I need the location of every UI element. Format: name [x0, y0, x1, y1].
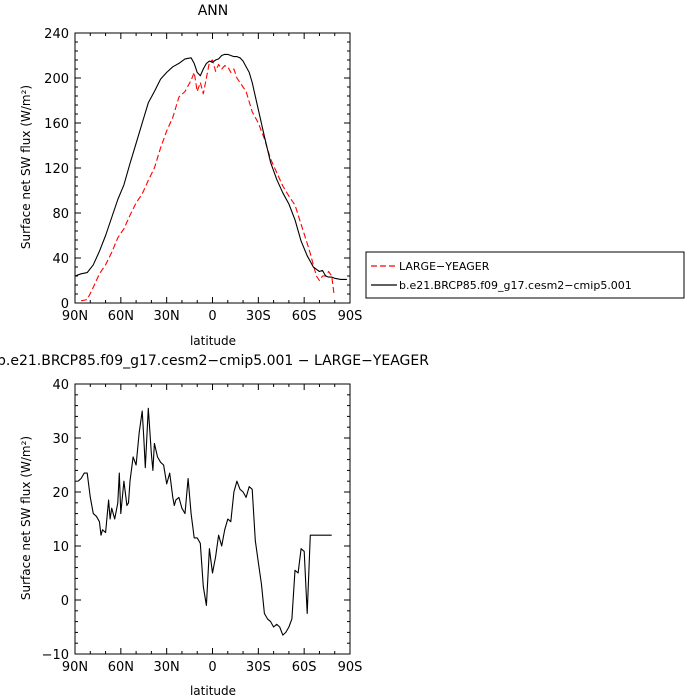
top-y-tick-label: 40 — [52, 252, 69, 267]
bottom-x-axis-label: latitude — [190, 684, 236, 698]
legend: LARGE−YEAGER b.e21.BRCP85.f09_g17.cesm2−… — [365, 251, 685, 299]
top-x-tick-label: 90S — [338, 309, 363, 324]
top-y-tick-label: 160 — [44, 117, 69, 132]
legend-box — [365, 251, 685, 299]
top-x-tick-label: 60N — [108, 309, 134, 324]
top-x-tick-label: 60S — [292, 309, 317, 324]
bottom-x-tick-label: 30S — [246, 660, 271, 675]
bottom-x-tick-label: 0 — [208, 660, 216, 675]
bottom-y-tick-label: 30 — [52, 432, 69, 447]
top-y-tick-label: 200 — [44, 72, 69, 87]
bottom-y-axis-label: Surface net SW flux (W/m²) — [19, 436, 33, 600]
bottom-x-tick-label: 30N — [154, 660, 180, 675]
top-x-tick-label: 30N — [154, 309, 180, 324]
bottom-x-tick-label: 60S — [292, 660, 317, 675]
top-y-axis-label: Surface net SW flux (W/m²) — [19, 85, 33, 249]
top-series-line-1 — [74, 53, 347, 280]
top-x-tick-label: 30S — [246, 309, 271, 324]
top-series-line-0 — [80, 59, 335, 302]
top-y-tick-label: 120 — [44, 162, 69, 177]
bottom-y-tick-label: 20 — [52, 486, 69, 501]
top-plot-frame — [74, 32, 351, 304]
top-panel: ANN 90N 60N 30N 0 30S 60S 90S 0 40 80 120 160 200 240… — [19, 3, 362, 348]
top-x-tick-label: 90N — [62, 309, 88, 324]
legend-label-large-yeager: LARGE−YEAGER — [399, 260, 490, 273]
bottom-x-tick-label: 90S — [338, 660, 363, 675]
legend-label-cesm2: b.e21.BRCP85.f09_g17.cesm2−cmip5.001 — [399, 279, 632, 292]
top-x-axis-label: latitude — [190, 334, 236, 348]
bottom-y-tick-label: −10 — [42, 648, 69, 663]
bottom-x-tick-label: 60N — [108, 660, 134, 675]
top-plot-area: 90N 60N 30N 0 30S 60S 90S 0 40 80 120 160 200 240 — [44, 27, 362, 324]
top-y-tick-label: 0 — [61, 297, 69, 312]
bottom-x-tick-label: 90N — [62, 660, 88, 675]
bottom-y-tick-label: 40 — [52, 378, 69, 393]
bottom-series-line-0 — [77, 407, 332, 636]
bottom-panel: b.e21.BRCP85.f09_g17.cesm2−cmip5.001 − L… — [0, 353, 429, 698]
bottom-chart-title: b.e21.BRCP85.f09_g17.cesm2−cmip5.001 − L… — [0, 353, 429, 369]
top-y-tick-label: 240 — [44, 27, 69, 42]
bottom-plot-frame — [74, 383, 351, 655]
bottom-plot-area: 90N 60N 30N 0 30S 60S 90S −10 0 10 20 30 40 — [42, 378, 363, 675]
bottom-y-tick-label: 0 — [61, 594, 69, 609]
top-y-tick-label: 80 — [52, 207, 69, 222]
top-chart-title: ANN — [198, 3, 229, 19]
bottom-y-tick-label: 10 — [52, 540, 69, 555]
top-x-tick-label: 0 — [208, 309, 216, 324]
